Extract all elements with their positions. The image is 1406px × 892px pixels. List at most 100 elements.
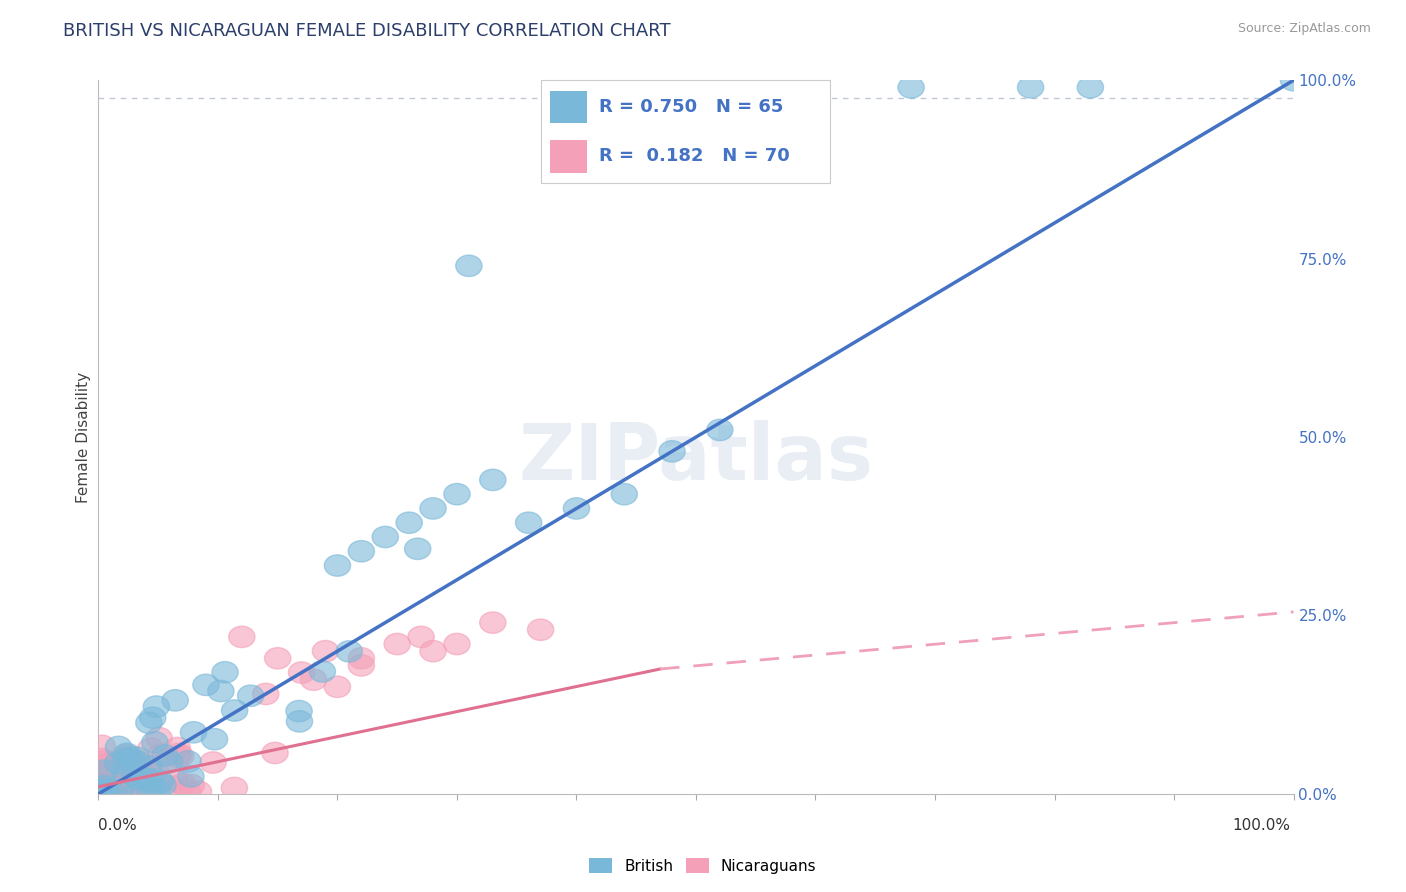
Ellipse shape bbox=[135, 756, 162, 777]
Ellipse shape bbox=[89, 748, 115, 770]
Ellipse shape bbox=[91, 780, 118, 801]
Ellipse shape bbox=[105, 736, 132, 757]
Ellipse shape bbox=[94, 767, 121, 789]
Ellipse shape bbox=[479, 612, 506, 633]
Ellipse shape bbox=[122, 767, 148, 789]
Ellipse shape bbox=[165, 747, 190, 768]
Ellipse shape bbox=[97, 780, 124, 801]
Ellipse shape bbox=[136, 781, 163, 803]
Ellipse shape bbox=[264, 648, 291, 669]
Ellipse shape bbox=[162, 690, 188, 711]
Ellipse shape bbox=[129, 763, 155, 784]
Ellipse shape bbox=[156, 751, 183, 772]
Ellipse shape bbox=[93, 781, 118, 803]
Ellipse shape bbox=[107, 780, 134, 801]
Ellipse shape bbox=[201, 729, 228, 750]
Ellipse shape bbox=[325, 555, 350, 576]
Ellipse shape bbox=[898, 77, 924, 98]
Text: R = 0.750   N = 65: R = 0.750 N = 65 bbox=[599, 98, 783, 116]
Ellipse shape bbox=[112, 747, 138, 769]
Ellipse shape bbox=[134, 769, 160, 790]
Ellipse shape bbox=[114, 743, 141, 764]
Ellipse shape bbox=[96, 755, 122, 776]
Ellipse shape bbox=[89, 778, 115, 799]
Ellipse shape bbox=[179, 774, 204, 796]
Ellipse shape bbox=[208, 681, 233, 702]
Ellipse shape bbox=[301, 669, 326, 690]
Ellipse shape bbox=[200, 752, 226, 773]
Ellipse shape bbox=[93, 781, 120, 803]
Ellipse shape bbox=[707, 419, 733, 441]
Ellipse shape bbox=[212, 662, 238, 683]
Ellipse shape bbox=[136, 712, 162, 733]
Ellipse shape bbox=[262, 742, 288, 764]
Ellipse shape bbox=[152, 745, 179, 766]
Ellipse shape bbox=[157, 776, 184, 797]
Ellipse shape bbox=[170, 773, 195, 795]
Ellipse shape bbox=[349, 541, 374, 562]
Ellipse shape bbox=[94, 777, 121, 798]
Ellipse shape bbox=[479, 469, 506, 491]
Ellipse shape bbox=[124, 750, 149, 772]
Ellipse shape bbox=[89, 775, 115, 797]
Ellipse shape bbox=[125, 769, 152, 790]
Ellipse shape bbox=[89, 781, 115, 803]
Ellipse shape bbox=[396, 512, 422, 533]
Ellipse shape bbox=[174, 751, 201, 772]
Ellipse shape bbox=[111, 759, 138, 780]
Ellipse shape bbox=[94, 754, 121, 775]
Ellipse shape bbox=[112, 745, 139, 766]
Ellipse shape bbox=[148, 771, 173, 792]
Ellipse shape bbox=[127, 753, 152, 774]
Ellipse shape bbox=[336, 640, 363, 662]
Ellipse shape bbox=[91, 761, 118, 782]
Ellipse shape bbox=[612, 483, 637, 505]
Ellipse shape bbox=[309, 661, 336, 682]
Ellipse shape bbox=[165, 738, 190, 759]
FancyBboxPatch shape bbox=[550, 91, 588, 123]
Ellipse shape bbox=[456, 255, 482, 277]
Ellipse shape bbox=[139, 707, 166, 729]
Ellipse shape bbox=[153, 750, 180, 772]
Ellipse shape bbox=[167, 746, 194, 767]
Ellipse shape bbox=[138, 738, 165, 759]
Ellipse shape bbox=[180, 722, 207, 743]
Ellipse shape bbox=[89, 751, 115, 772]
Ellipse shape bbox=[104, 753, 131, 774]
Ellipse shape bbox=[107, 755, 134, 776]
Ellipse shape bbox=[115, 774, 141, 796]
Ellipse shape bbox=[89, 781, 115, 803]
Ellipse shape bbox=[420, 498, 446, 519]
Text: ZIPatlas: ZIPatlas bbox=[519, 420, 873, 497]
Ellipse shape bbox=[312, 640, 339, 662]
Ellipse shape bbox=[150, 774, 176, 796]
Ellipse shape bbox=[107, 762, 132, 783]
Ellipse shape bbox=[285, 700, 312, 722]
Ellipse shape bbox=[405, 538, 430, 559]
Ellipse shape bbox=[143, 696, 170, 717]
Ellipse shape bbox=[564, 498, 589, 519]
Ellipse shape bbox=[325, 676, 350, 698]
Ellipse shape bbox=[117, 747, 143, 768]
Ellipse shape bbox=[384, 633, 411, 655]
Ellipse shape bbox=[174, 780, 201, 802]
Ellipse shape bbox=[138, 780, 165, 801]
Ellipse shape bbox=[659, 441, 685, 462]
Ellipse shape bbox=[193, 674, 219, 696]
Ellipse shape bbox=[136, 768, 163, 789]
Ellipse shape bbox=[98, 781, 124, 803]
Legend: British, Nicaraguans: British, Nicaraguans bbox=[583, 852, 823, 880]
FancyBboxPatch shape bbox=[550, 140, 588, 173]
Ellipse shape bbox=[89, 735, 115, 756]
Ellipse shape bbox=[373, 526, 398, 548]
Ellipse shape bbox=[527, 619, 554, 640]
Ellipse shape bbox=[148, 744, 174, 765]
Ellipse shape bbox=[186, 781, 212, 803]
Text: Source: ZipAtlas.com: Source: ZipAtlas.com bbox=[1237, 22, 1371, 36]
Ellipse shape bbox=[229, 626, 254, 648]
Ellipse shape bbox=[94, 760, 120, 781]
Text: 100.0%: 100.0% bbox=[1233, 818, 1291, 833]
Ellipse shape bbox=[129, 757, 156, 779]
Ellipse shape bbox=[91, 766, 118, 788]
Ellipse shape bbox=[112, 762, 138, 783]
